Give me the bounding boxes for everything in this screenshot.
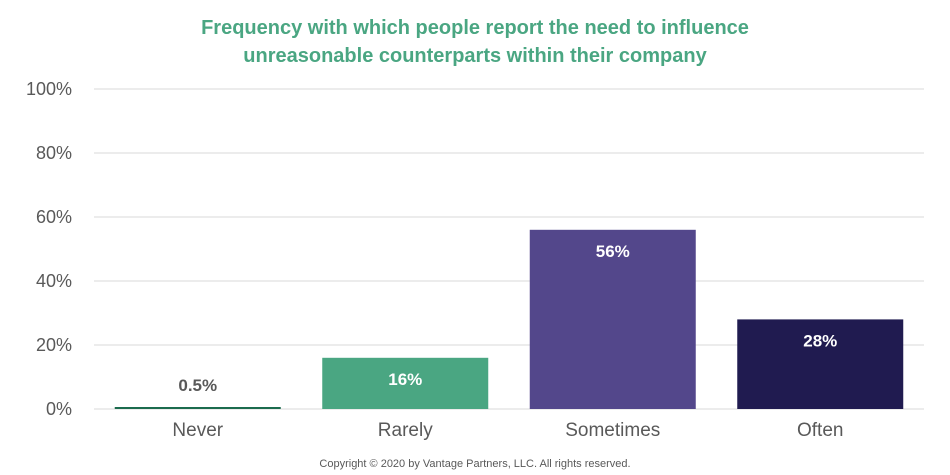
chart-title-line-1: Frequency with which people report the n…	[201, 17, 749, 39]
category-label-never: Never	[172, 420, 223, 441]
bar-never	[114, 407, 281, 409]
y-tick-label: 0%	[46, 399, 72, 419]
y-axis-tick-labels: 0% 20% 40% 60% 80% 100%	[26, 79, 72, 419]
x-axis-category-labels: Never Rarely Sometimes Often	[172, 420, 843, 441]
y-tick-label: 100%	[26, 79, 72, 99]
category-label-sometimes: Sometimes	[565, 420, 660, 441]
data-label-rarely: 16%	[388, 370, 422, 389]
chart-title-line-2: unreasonable counterparts within their c…	[243, 45, 707, 67]
chart-title: Frequency with which people report the n…	[0, 14, 950, 70]
bar-sometimes	[529, 229, 696, 409]
data-label-sometimes: 56%	[596, 242, 630, 261]
data-labels: 0.5% 16% 56% 28%	[178, 242, 837, 395]
bars	[114, 229, 904, 409]
y-tick-label: 60%	[36, 207, 72, 227]
category-label-often: Often	[797, 420, 843, 441]
y-tick-label: 40%	[36, 271, 72, 291]
y-tick-label: 20%	[36, 335, 72, 355]
data-label-often: 28%	[803, 331, 837, 350]
y-tick-label: 80%	[36, 143, 72, 163]
category-label-rarely: Rarely	[378, 420, 433, 441]
bar-rarely	[322, 357, 489, 409]
data-label-never: 0.5%	[178, 376, 217, 395]
bar-often	[737, 319, 904, 409]
copyright-notice: Copyright © 2020 by Vantage Partners, LL…	[319, 458, 631, 470]
